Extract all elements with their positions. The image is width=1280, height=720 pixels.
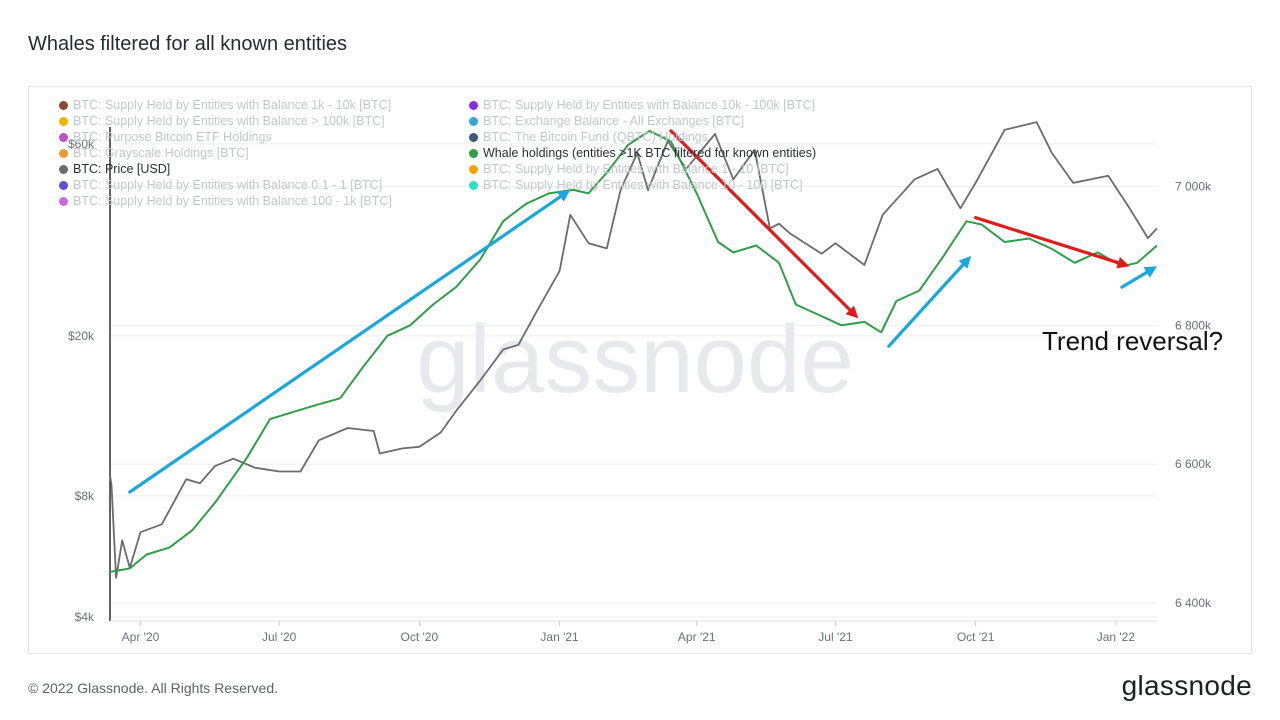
grid-lines (110, 143, 1157, 618)
legend-item[interactable]: BTC: Purpose Bitcoin ETF Holdings (59, 129, 392, 145)
legend-item[interactable]: BTC: Supply Held by Entities with Balanc… (59, 193, 392, 209)
legend-swatch-icon (59, 100, 68, 110)
legend-swatch-icon (59, 132, 68, 142)
page-title: Whales filtered for all known entities (28, 33, 348, 55)
y-right-tick-label: 7 000k (1175, 179, 1212, 193)
chart-canvas: glassnode $4k $8k $20k $60k 6 400k 6 600k 6 80… (68, 121, 1212, 644)
y-right-tick-label: 6 400k (1175, 596, 1212, 610)
red-arrow-line (974, 216, 1120, 265)
legend-label: BTC: Supply Held by Entities with Balanc… (73, 178, 383, 192)
legend-left-column: BTC: Supply Held by Entities with Balanc… (59, 97, 392, 209)
legend-swatch-icon (469, 180, 478, 190)
legend-item[interactable]: BTC: Supply Held by Entities with Balanc… (59, 113, 392, 129)
legend-item[interactable]: BTC: Supply Held by Entities with Balanc… (59, 97, 392, 113)
y-left-tick-label: $4k (75, 610, 95, 624)
chart-panel: glassnode $4k $8k $20k $60k 6 400k 6 600k 6 80… (28, 86, 1252, 654)
blue-arrow-line (128, 195, 562, 494)
x-tick-label: Jan '21 (540, 630, 579, 644)
copyright-text: © 2022 Glassnode. All Rights Reserved. (28, 680, 279, 696)
blue-arrowhead (1143, 266, 1157, 278)
y-left-tick-label: $8k (75, 489, 95, 503)
legend-label: BTC: Exchange Balance - All Exchanges [B… (483, 114, 745, 128)
legend-swatch-icon (469, 100, 478, 110)
trend-reversal-annotation: Trend reversal? (1042, 326, 1224, 356)
y-right-tick-label: 6 600k (1175, 457, 1212, 471)
legend-swatch-icon (59, 116, 68, 126)
blue-arrow-line (1120, 270, 1149, 289)
legend-label: BTC: Supply Held by Entities with Balanc… (483, 98, 816, 112)
legend-label: BTC: The Bitcoin Fund (QBTC) Holdings (483, 130, 708, 144)
x-tick-label: Jul '21 (818, 630, 853, 644)
legend-label: BTC: Supply Held by Entities with Balanc… (73, 98, 392, 112)
legend-swatch-icon (469, 164, 478, 174)
glassnode-logo[interactable]: glassnode (1121, 670, 1252, 701)
legend-label: BTC: Supply Held by Entities with Balanc… (73, 114, 385, 128)
y-left-tick-label: $20k (68, 329, 95, 343)
series-lines (109, 121, 1158, 579)
x-tick-label: Oct '21 (957, 630, 995, 644)
legend-item[interactable]: BTC: Grayscale Holdings [BTC] (59, 145, 392, 161)
red-arrowhead (1116, 256, 1130, 269)
red-arrow-line (669, 129, 852, 312)
legend-item[interactable]: BTC: Exchange Balance - All Exchanges [B… (469, 113, 816, 129)
x-tick-label: Oct '20 (401, 630, 439, 644)
legend-swatch-icon (469, 132, 478, 142)
blue-arrow-line (887, 263, 965, 348)
blue-arrowhead (958, 255, 972, 269)
legend-swatch-icon (469, 148, 478, 158)
axes: $4k $8k $20k $60k 6 400k 6 600k 6 800k 7 000k Ap… (68, 127, 1212, 644)
x-tick-label: Jul '20 (262, 630, 297, 644)
legend-item[interactable]: BTC: Price [USD] (59, 161, 392, 177)
red-arrowhead (845, 305, 859, 319)
legend-swatch-icon (59, 164, 68, 174)
legend-label: BTC: Purpose Bitcoin ETF Holdings (73, 130, 272, 144)
price-series-line (109, 121, 1158, 579)
legend-item[interactable]: BTC: Supply Held by Entities with Balanc… (59, 177, 392, 193)
legend-swatch-icon (469, 116, 478, 126)
x-tick-label: Jan '22 (1097, 630, 1136, 644)
watermark-text: glassnode (416, 306, 854, 413)
legend-swatch-icon (59, 196, 68, 206)
legend-right-column: BTC: Supply Held by Entities with Balanc… (469, 97, 816, 193)
legend-label: BTC: Supply Held by Entities with Balanc… (483, 162, 789, 176)
legend-label: BTC: Supply Held by Entities with Balanc… (483, 178, 803, 192)
blue-arrowhead (556, 189, 571, 202)
annotation-arrows (128, 129, 1157, 494)
legend-swatch-icon (59, 180, 68, 190)
legend-swatch-icon (59, 148, 68, 158)
legend-label: BTC: Grayscale Holdings [BTC] (73, 146, 249, 160)
legend-item[interactable]: BTC: Supply Held by Entities with Balanc… (469, 177, 816, 193)
whale-holdings-series-line (109, 129, 1158, 573)
legend-label: BTC: Price [USD] (73, 162, 171, 176)
y-left-tick-label: $60k (68, 137, 95, 151)
x-tick-label: Apr '20 (122, 630, 160, 644)
legend-label: Whale holdings (entities >1K BTC filtere… (483, 146, 817, 160)
legend-item[interactable]: BTC: Supply Held by Entities with Balanc… (469, 97, 816, 113)
x-tick-label: Apr '21 (678, 630, 716, 644)
legend-item[interactable]: BTC: The Bitcoin Fund (QBTC) Holdings (469, 129, 816, 145)
legend-item[interactable]: Whale holdings (entities >1K BTC filtere… (469, 145, 816, 161)
y-right-tick-label: 6 800k (1175, 318, 1212, 332)
legend-label: BTC: Supply Held by Entities with Balanc… (73, 194, 392, 208)
legend-item[interactable]: BTC: Supply Held by Entities with Balanc… (469, 161, 816, 177)
